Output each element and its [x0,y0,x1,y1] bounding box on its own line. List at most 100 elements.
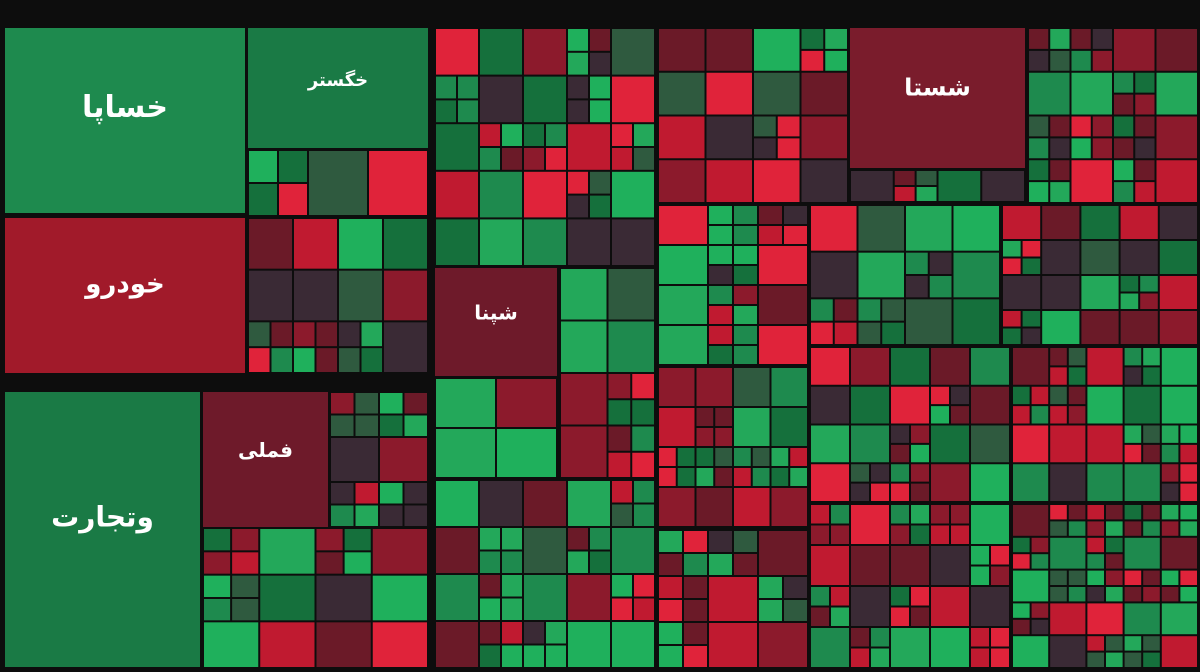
stock-tile [1135,116,1155,137]
stock-tile [971,505,1009,544]
stock-tile [1003,258,1021,274]
stock-tile [1180,521,1197,536]
stock-tile [1135,94,1155,115]
stock-tile [1143,636,1160,651]
stock-tile [204,622,259,667]
stock-tile [524,481,566,526]
stock-tile [612,528,654,573]
tile-label: خساپا [82,90,168,125]
stock-tile [1042,206,1080,239]
stock-tile [1029,116,1049,137]
stock-tile [1050,464,1086,501]
stock-tile [204,529,231,551]
stock-tile [911,607,929,626]
stock-tile [911,587,929,606]
stock-tile [659,468,676,486]
stock-tile [706,160,752,202]
stock-tile [204,552,231,574]
stock-tile [502,622,522,644]
stock-tile [811,386,849,424]
stock-tile [436,528,478,573]
stock-tile [1161,348,1197,385]
stock-tile [1022,328,1041,344]
stock-tile [1013,406,1030,424]
stock-tile [590,171,610,194]
stock-tile [380,438,427,481]
stock-tile [203,392,328,527]
stock-tile [1120,293,1139,309]
stock-tile [911,425,929,443]
stock-tile [316,529,343,551]
stock-tile [734,206,757,224]
stock-tile [911,505,929,524]
stock-tile [709,623,757,667]
stock-tile [891,464,909,482]
stock-tile [811,348,849,385]
stock-tile [734,346,757,364]
stock-tile [331,505,354,526]
stock-tile [1124,537,1160,569]
stock-tile [1050,570,1067,585]
stock-tile [891,525,909,544]
stock-tile [891,444,909,463]
stock-tile [1114,116,1134,137]
stock-tile [696,368,732,406]
stock-tile [971,587,1009,626]
stock-tile [1159,276,1197,309]
stock-tile [634,124,654,146]
stock-tile [811,322,833,344]
stock-tile [759,326,807,364]
stock-tile [1106,636,1123,651]
stock-tile [709,206,732,224]
stock-tile [590,551,610,573]
stock-tile [906,252,928,274]
stock-tile [249,270,292,321]
stock-tile [734,286,757,304]
stock-tile [811,464,849,501]
stock-tile [1124,587,1142,602]
stock-tile [811,628,849,667]
stock-tile [1068,505,1086,520]
stock-tile [1156,116,1197,159]
stock-tile [1143,505,1160,520]
stock-tile [951,525,969,544]
stock-tile [971,348,1009,385]
stock-tile [458,76,478,99]
stock-tile [1180,505,1197,520]
stock-tile [561,374,607,425]
stock-tile [684,577,707,598]
stock-tile [568,76,588,99]
stock-tile [204,575,231,597]
stock-tile [384,322,427,372]
stock-tile [734,488,770,526]
stock-tile [858,299,881,321]
stock-tile [561,269,607,320]
stock-tile [659,246,707,284]
stock-tile [355,393,378,414]
stock-tile [759,600,782,621]
stock-tile [891,628,929,667]
stock-tile [634,148,654,170]
stock-tile [851,171,893,201]
stock-tile [871,628,889,647]
stock-tile [355,483,378,504]
stock-tile [524,171,566,218]
stock-tile [232,575,259,597]
stock-tile [1143,367,1160,385]
stock-tile [891,483,909,501]
stock-tile [894,187,915,201]
stock-tile [1042,276,1080,309]
stock-tile [1081,206,1119,239]
stock-tile [677,448,695,466]
tile-label: وتجارت [51,500,154,533]
stock-tile [1143,348,1160,366]
stock-tile [715,428,732,446]
stock-tile [1124,444,1142,463]
stock-tile [1087,386,1123,424]
stock-tile [436,379,495,427]
stock-tile [1161,386,1197,424]
stock-tile [480,575,500,597]
stock-tile [524,528,566,573]
stock-tile [734,448,751,466]
stock-tile [546,124,566,146]
